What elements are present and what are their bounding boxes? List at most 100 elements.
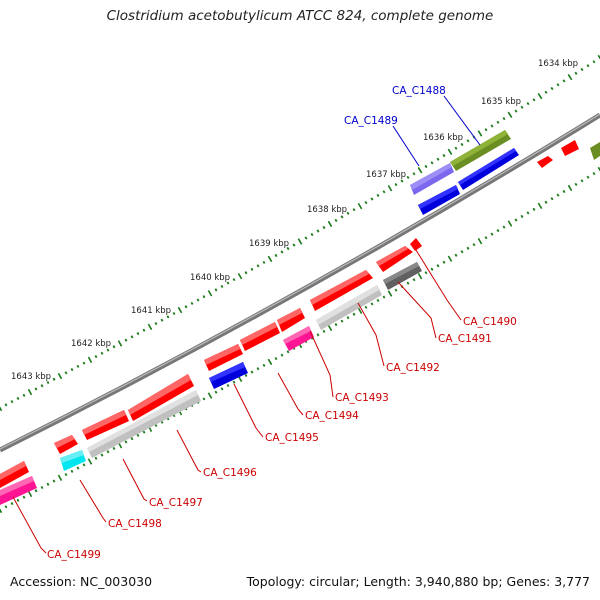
- gene-label-ca-c1488: CA_C1488: [392, 85, 446, 97]
- minor-tick: [532, 98, 536, 102]
- minor-tick: [52, 479, 56, 483]
- minor-tick: [172, 311, 176, 316]
- gene-label-ca-c1499: CA_C1499: [47, 549, 101, 561]
- minor-tick: [112, 446, 116, 451]
- gene-forward-pos-8[interactable]: [240, 322, 280, 351]
- minor-tick: [244, 373, 248, 378]
- major-tick: [267, 358, 273, 366]
- minor-tick: [502, 225, 506, 229]
- minor-tick: [226, 383, 230, 388]
- minor-tick: [556, 83, 560, 87]
- scale-label-1634: 1634 kbp: [538, 59, 578, 69]
- major-tick: [537, 92, 543, 100]
- scale-label-1643: 1643 kbp: [11, 372, 51, 382]
- minor-tick: [130, 335, 134, 339]
- minor-tick: [364, 201, 368, 205]
- minor-tick: [280, 353, 284, 357]
- minor-tick: [460, 142, 464, 147]
- gene-forward-pos-3[interactable]: [590, 142, 600, 160]
- genome-backbone-highlight: [0, 113, 600, 450]
- minor-tick: [70, 367, 74, 372]
- major-tick: [417, 166, 423, 174]
- gene-forward-pos-6[interactable]: [310, 270, 373, 311]
- gene-ca-c1489[interactable]: [410, 163, 454, 195]
- gene-forward-pos-11[interactable]: [82, 410, 129, 440]
- minor-tick: [532, 207, 536, 211]
- minor-tick: [4, 403, 8, 407]
- minor-tick: [394, 183, 398, 187]
- accession-text: Accession: NC_003030: [10, 574, 153, 589]
- major-tick: [297, 238, 303, 245]
- gene-forward-pos-9[interactable]: [204, 344, 243, 371]
- gene-reverse-pos-1[interactable]: [458, 148, 519, 190]
- minor-tick: [490, 232, 494, 236]
- minor-tick: [562, 189, 566, 194]
- minor-tick: [220, 387, 224, 391]
- minor-tick: [370, 197, 374, 201]
- minor-tick: [280, 250, 284, 254]
- minor-tick: [40, 384, 44, 388]
- scale-label-1638: 1638 kbp: [307, 205, 347, 215]
- gene-reverse-pos-4[interactable]: [316, 285, 382, 330]
- minor-tick: [214, 390, 218, 394]
- minor-tick: [334, 322, 338, 327]
- minor-tick: [556, 193, 560, 197]
- minor-tick: [106, 450, 110, 454]
- gene-reverse-pos-5[interactable]: [283, 326, 314, 351]
- gene-label-ca-c1497: CA_C1497: [149, 497, 203, 509]
- minor-tick: [496, 229, 500, 233]
- gene-ca-c1488[interactable]: [450, 130, 511, 171]
- minor-tick: [130, 437, 134, 441]
- gene-forward-pos-1[interactable]: [537, 156, 553, 168]
- major-tick: [447, 255, 453, 262]
- gene-reverse-pos-7[interactable]: [87, 390, 201, 458]
- minor-tick: [322, 329, 326, 333]
- gene-reverse-pos-2[interactable]: [418, 185, 460, 215]
- major-tick: [477, 238, 483, 245]
- minor-tick: [10, 400, 14, 404]
- minor-tick: [412, 278, 416, 282]
- gene-labels: CA_C1488 CA_C1489 CA_C1490 CA_C1491 CA_C…: [47, 85, 517, 561]
- minor-tick: [316, 333, 320, 337]
- minor-tick: [82, 463, 86, 467]
- gene-forward-pos-7[interactable]: [277, 308, 305, 332]
- gene-label-ca-c1493: CA_C1493: [335, 392, 389, 404]
- minor-tick: [544, 200, 548, 204]
- minor-tick: [124, 338, 128, 342]
- gene-reverse-pos-6[interactable]: [209, 362, 248, 389]
- gene-forward-pos-5[interactable]: [376, 246, 413, 272]
- gene-forward-pos-2[interactable]: [561, 140, 579, 156]
- major-tick: [0, 406, 3, 412]
- gene-forward-pos-12[interactable]: [54, 435, 78, 454]
- outer-tick-ring: [0, 54, 600, 412]
- minor-tick: [334, 218, 338, 222]
- gene-reverse-pos-9[interactable]: [0, 476, 37, 505]
- major-tick: [267, 255, 273, 263]
- minor-tick: [592, 172, 596, 176]
- minor-tick: [100, 351, 104, 355]
- gene-reverse-pos-8[interactable]: [60, 450, 86, 471]
- gene-forward-pos-10[interactable]: [128, 374, 194, 421]
- minor-tick: [406, 175, 410, 179]
- minor-tick: [232, 380, 236, 384]
- scale-label-1635: 1635 kbp: [481, 97, 521, 107]
- major-tick: [537, 202, 543, 209]
- minor-tick: [4, 505, 8, 509]
- gene-forward-pos-4[interactable]: [410, 238, 422, 251]
- minor-tick: [352, 312, 356, 316]
- minor-tick: [574, 182, 578, 186]
- gene-reverse-pos-3[interactable]: [383, 262, 422, 290]
- minor-tick: [526, 102, 530, 106]
- minor-tick: [64, 472, 68, 477]
- minor-tick: [124, 440, 128, 444]
- gene-forward-pos-13[interactable]: [0, 461, 29, 488]
- minor-tick: [340, 319, 344, 323]
- major-tick: [567, 73, 573, 81]
- minor-tick: [154, 321, 158, 326]
- label-leader-lines: [12, 95, 481, 554]
- minor-tick: [34, 489, 38, 493]
- major-tick: [87, 356, 93, 363]
- minor-tick: [364, 305, 368, 309]
- minor-tick: [256, 367, 260, 371]
